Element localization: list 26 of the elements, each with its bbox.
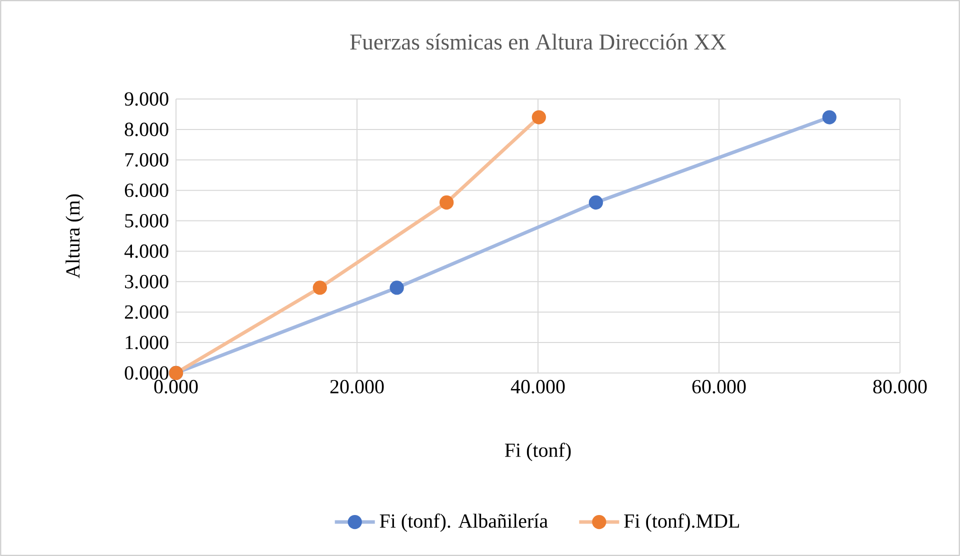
x-tick-label: 20.000: [330, 380, 384, 394]
x-tick-label: 60.000: [692, 380, 746, 394]
y-tick-label: 6.000: [124, 184, 168, 198]
chart-title: Fuerzas sísmicas en Altura Dirección XX: [350, 34, 726, 50]
y-tick-label: 8.000: [124, 122, 168, 136]
y-tick-label: 4.000: [124, 244, 168, 258]
y-axis-title: Altura (m): [66, 194, 84, 278]
legend-label: Fi (tonf).MDL: [624, 514, 740, 532]
y-tick-label: 0.000: [124, 366, 168, 380]
legend-label: Fi (tonf). Albañilería: [380, 514, 548, 532]
y-tick-label: 3.000: [125, 274, 168, 288]
point: [588, 195, 603, 210]
point: [822, 110, 836, 124]
y-tick-label: 1.000: [126, 336, 168, 350]
x-axis-title: Fi (tonf): [504, 442, 571, 462]
y-tick-label: 5.000: [125, 214, 168, 228]
y-tick-label: 2.000: [124, 305, 168, 319]
x-tick-label: 40.000: [510, 380, 565, 394]
point: [440, 195, 454, 210]
point: [390, 280, 404, 295]
y-tick-label: 7.000: [125, 153, 168, 167]
point: [312, 280, 327, 295]
x-tick-label: 80.000: [873, 380, 927, 394]
y-tick-label: 9.000: [124, 92, 168, 106]
point: [532, 110, 546, 124]
x-tick-label: 0.000: [154, 380, 198, 394]
